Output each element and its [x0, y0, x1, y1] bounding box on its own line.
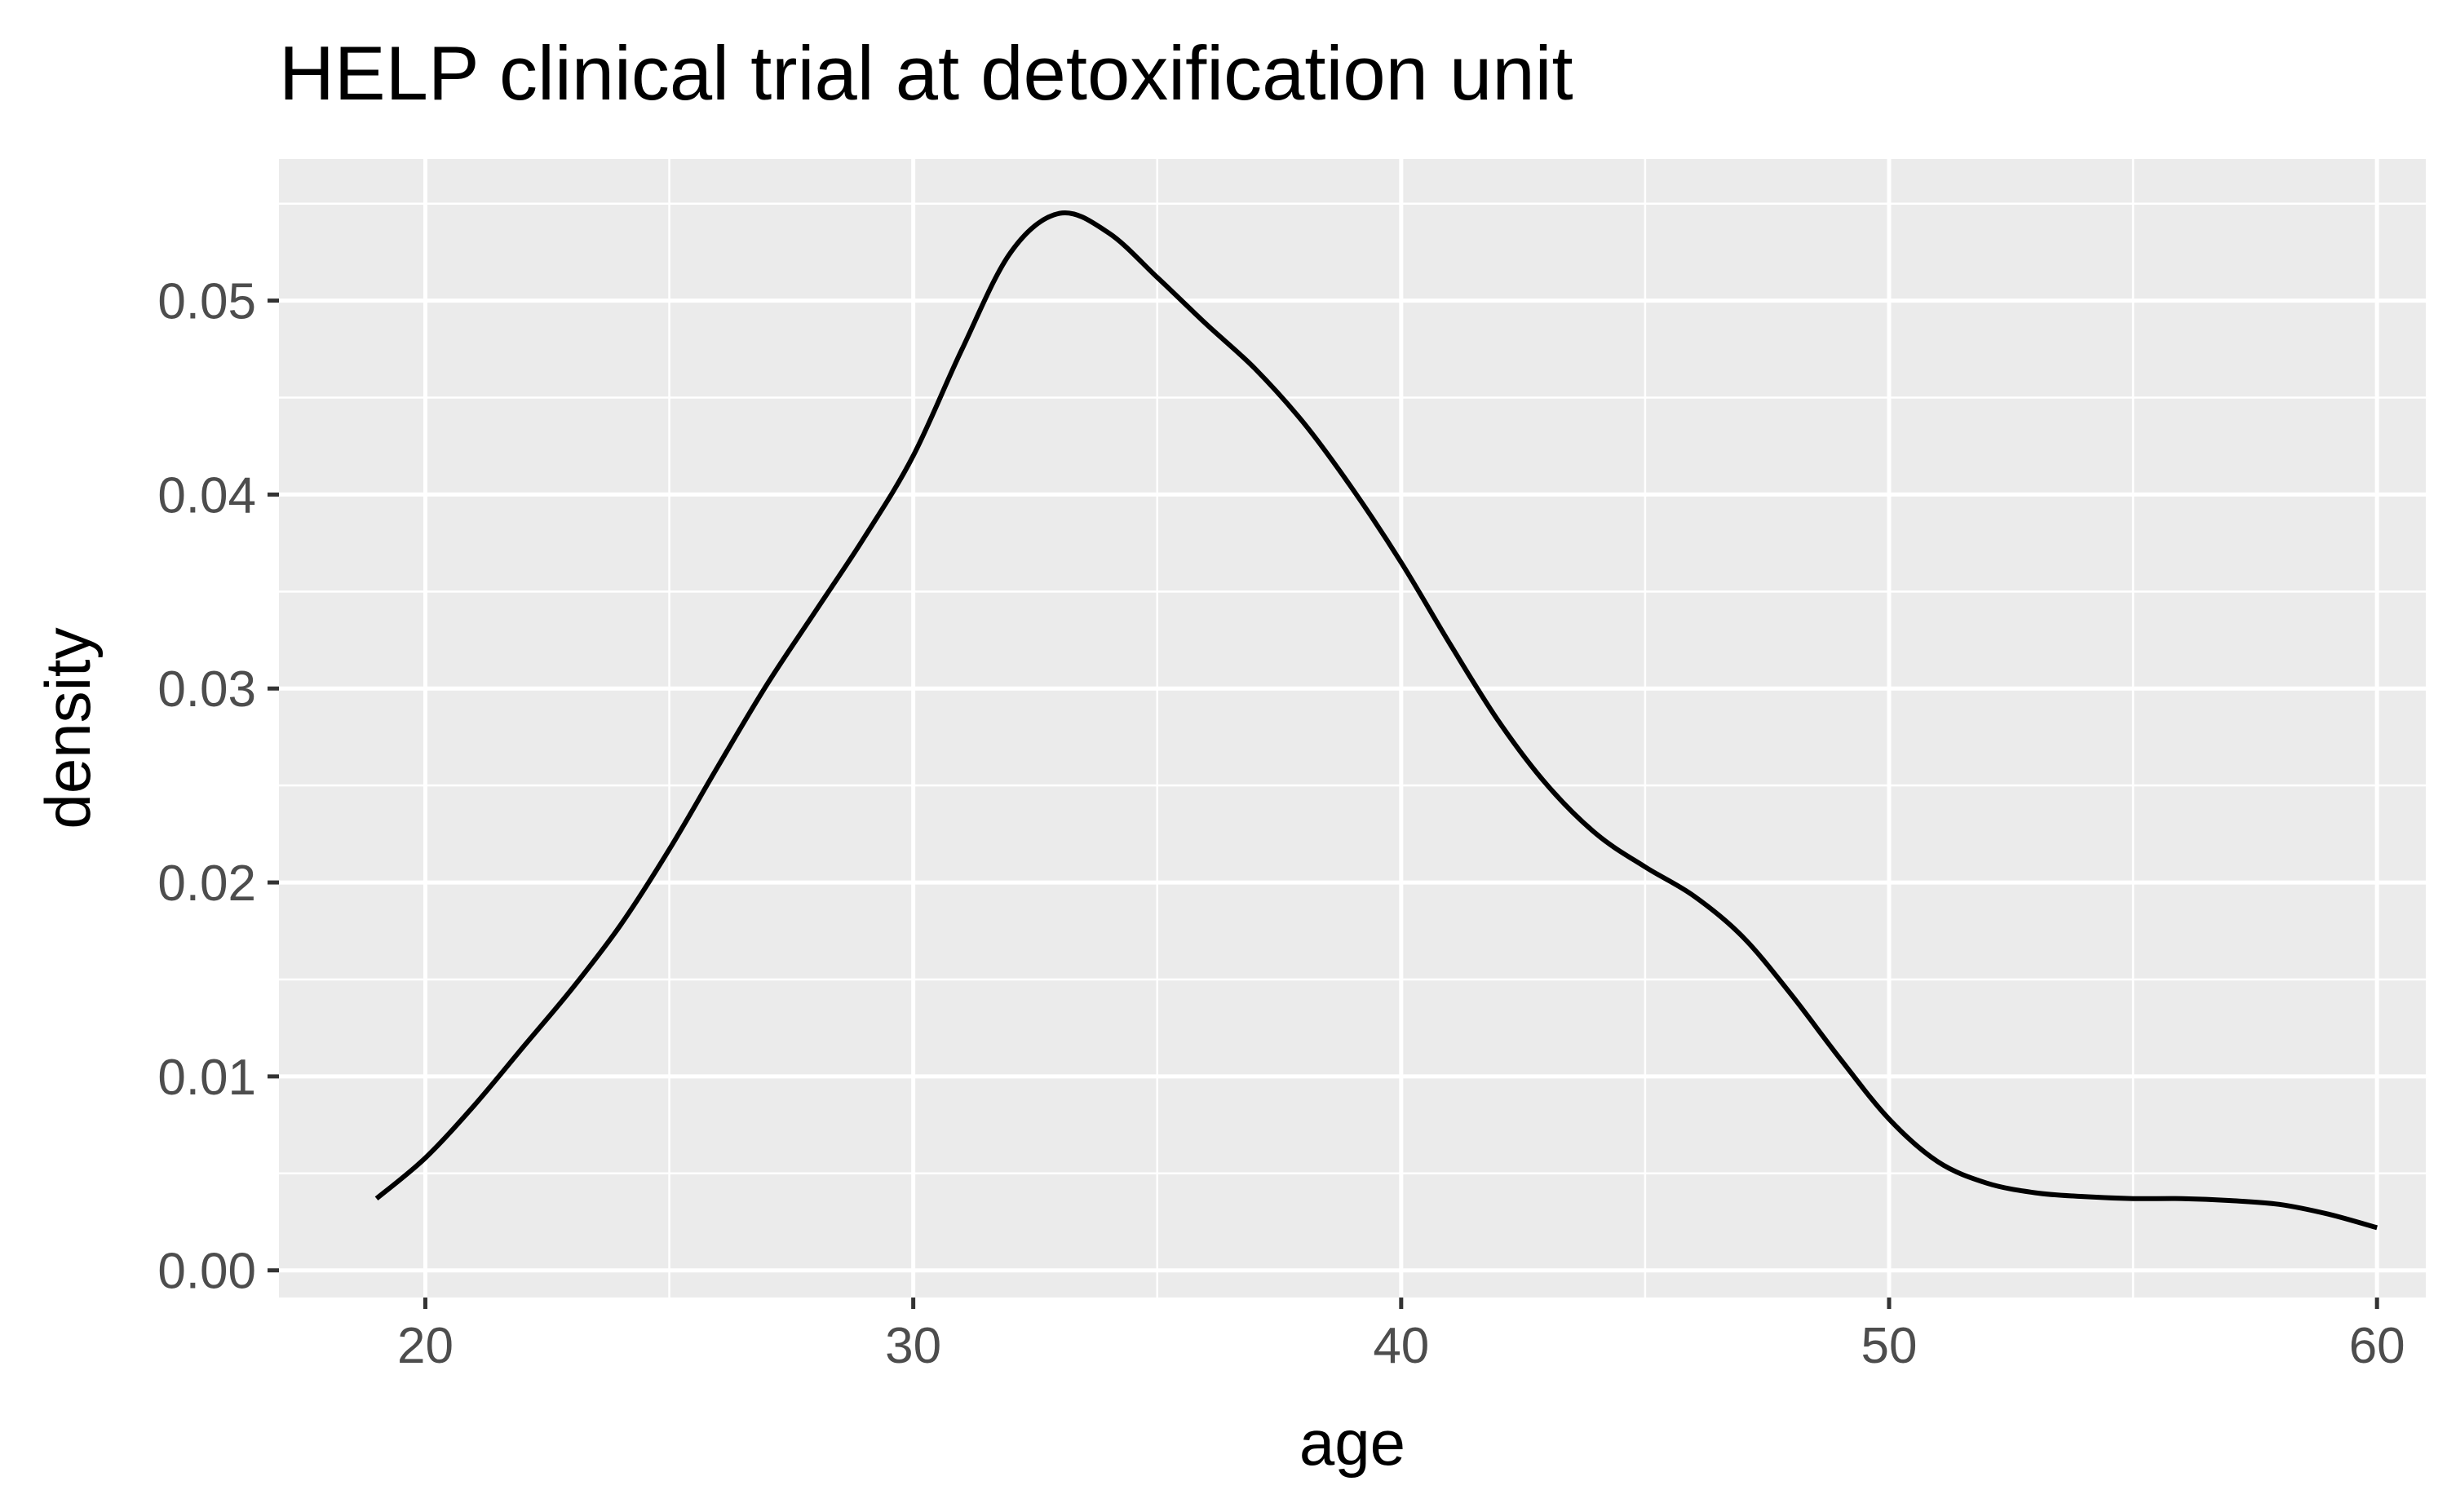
- chart-title: HELP clinical trial at detoxification un…: [279, 30, 1573, 116]
- y-tick-label: 0.04: [157, 467, 256, 524]
- y-tick-label: 0.01: [157, 1050, 256, 1106]
- x-axis-title: age: [1299, 1407, 1405, 1479]
- x-tick-label: 40: [1373, 1318, 1429, 1374]
- y-tick-label: 0.02: [157, 855, 256, 912]
- major-gridlines: [279, 159, 2426, 1298]
- x-tick-label: 60: [2349, 1318, 2405, 1374]
- y-tick-label: 0.05: [157, 274, 256, 330]
- y-axis: 0.00 0.01 0.02 0.03 0.04 0.05: [157, 274, 279, 1300]
- y-tick-label: 0.03: [157, 661, 256, 718]
- y-axis-title: density: [32, 627, 104, 829]
- x-tick-label: 30: [885, 1318, 941, 1374]
- density-line: [374, 210, 2378, 1231]
- x-tick-label: 20: [397, 1318, 454, 1374]
- minor-gridlines: [279, 159, 2426, 1298]
- x-axis: 20 30 40 50 60: [397, 1298, 2405, 1374]
- y-tick-label: 0.00: [157, 1244, 256, 1300]
- x-tick-label: 50: [1861, 1318, 1918, 1374]
- plot-panel: [279, 159, 2426, 1298]
